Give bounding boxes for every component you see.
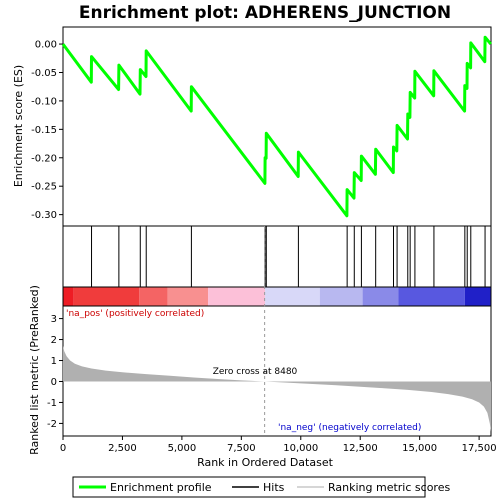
es-y-tick-label: -0.25 bbox=[31, 182, 57, 193]
es-y-tick-label: -0.15 bbox=[31, 125, 57, 136]
legend: Enrichment profile Hits Ranking metric s… bbox=[72, 476, 450, 498]
zero-cross-label: Zero cross at 8480 bbox=[213, 367, 298, 377]
x-tick-label: 15,000 bbox=[402, 443, 437, 454]
es-y-axis-label: Enrichment score (ES) bbox=[12, 65, 25, 187]
x-axis-label: Rank in Ordered Dataset bbox=[197, 456, 334, 469]
metric-y-axis: 3 2 1 0 -1 -2 bbox=[47, 314, 63, 430]
x-tick-label: 0 bbox=[60, 443, 66, 454]
es-y-tick-label: -0.20 bbox=[31, 153, 57, 164]
legend-metric-label: Ranking metric scores bbox=[328, 481, 450, 494]
metric-y-tick-label: 3 bbox=[51, 314, 57, 325]
heatmap-band bbox=[167, 287, 209, 306]
es-y-axis: 0.00 -0.05 -0.10 -0.15 -0.20 -0.25 -0.30 bbox=[31, 40, 63, 221]
heatmap-band bbox=[208, 287, 266, 306]
hits-panel-frame bbox=[62, 225, 492, 288]
es-y-tick-label: -0.05 bbox=[31, 68, 57, 79]
es-y-tick-label: 0.00 bbox=[35, 40, 57, 51]
chart-title: Enrichment plot: ADHERENS_JUNCTION bbox=[79, 3, 451, 23]
heatmap-band bbox=[362, 287, 399, 306]
negative-correlation-label: 'na_neg' (negatively correlated) bbox=[278, 423, 421, 433]
metric-y-tick-label: 0 bbox=[51, 377, 57, 388]
heatmap-band bbox=[63, 287, 74, 306]
metric-panel-frame bbox=[62, 305, 492, 437]
heatmap-band bbox=[73, 287, 140, 306]
es-y-tick-label: -0.10 bbox=[31, 96, 57, 107]
positive-correlation-label: 'na_pos' (positively correlated) bbox=[66, 309, 204, 319]
ranking-metric-area bbox=[63, 345, 491, 432]
heatmap-band bbox=[265, 287, 320, 306]
legend-hits-label: Hits bbox=[263, 481, 285, 494]
es-y-tick-label: -0.30 bbox=[31, 210, 57, 221]
ranked-list-color-band bbox=[63, 287, 491, 306]
es-panel-frame bbox=[62, 26, 492, 227]
heatmap-band bbox=[398, 287, 465, 306]
x-axis: 0 2,500 5,000 7,500 10,000 12,500 15,000 17,500 bbox=[60, 436, 497, 454]
metric-y-tick-label: -1 bbox=[47, 398, 57, 409]
enrichment-profile-line bbox=[61, 35, 492, 218]
metric-y-tick-label: 2 bbox=[51, 335, 57, 346]
heatmap-band bbox=[464, 287, 491, 306]
heatmap-band bbox=[319, 287, 363, 306]
x-tick-label: 7,500 bbox=[227, 443, 256, 454]
legend-enrichment-label: Enrichment profile bbox=[110, 481, 212, 494]
metric-y-axis-label: Ranked list metric (PreRanked) bbox=[28, 285, 41, 455]
x-tick-label: 2,500 bbox=[108, 443, 137, 454]
x-tick-label: 12,500 bbox=[343, 443, 378, 454]
x-tick-label: 10,000 bbox=[283, 443, 318, 454]
heatmap-band bbox=[139, 287, 168, 306]
metric-y-tick-label: 1 bbox=[51, 356, 57, 367]
metric-y-tick-label: -2 bbox=[47, 419, 57, 430]
x-tick-label: 17,500 bbox=[462, 443, 497, 454]
x-tick-label: 5,000 bbox=[168, 443, 197, 454]
